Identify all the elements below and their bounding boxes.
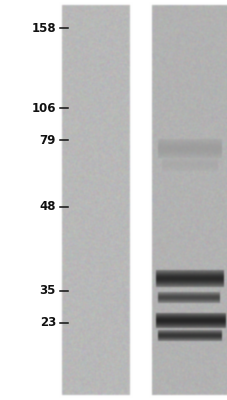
Text: 106: 106 bbox=[31, 102, 56, 114]
Text: 48: 48 bbox=[39, 200, 56, 214]
Text: 79: 79 bbox=[39, 134, 56, 146]
Text: 158: 158 bbox=[31, 22, 56, 34]
Text: 35: 35 bbox=[39, 284, 56, 298]
Text: 23: 23 bbox=[39, 316, 56, 330]
